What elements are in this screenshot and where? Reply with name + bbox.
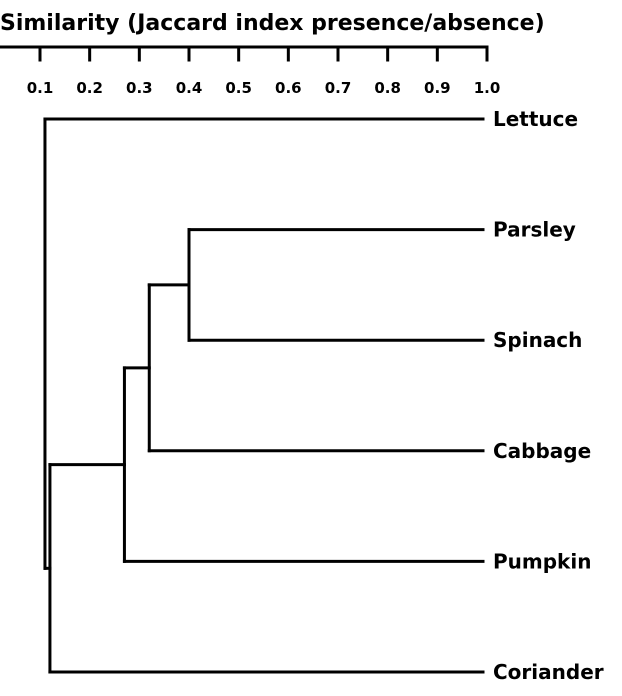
tick-label: 0.2 <box>76 79 103 97</box>
tick-label: 1.0 <box>474 79 501 97</box>
tick-label: 0.5 <box>225 79 252 97</box>
axis-title: Similarity (Jaccard index presence/absen… <box>0 11 545 36</box>
tick-label: 0.4 <box>176 79 203 97</box>
tick-label: 0.1 <box>27 79 54 97</box>
leaf-label-coriander: Coriander <box>493 660 604 684</box>
leaf-label-parsley: Parsley <box>493 218 576 242</box>
dendrogram-tree <box>43 117 485 674</box>
tick-label: 0.8 <box>374 79 401 97</box>
leaf-label-cabbage: Cabbage <box>493 439 591 463</box>
tick-label: 0.9 <box>424 79 451 97</box>
tick-label: 0.6 <box>275 79 302 97</box>
leaf-label-lettuce: Lettuce <box>493 107 578 131</box>
leaf-label-pumpkin: Pumpkin <box>493 549 591 573</box>
leaf-label-spinach: Spinach <box>493 328 582 352</box>
leaf-labels: Lettuce Parsley Spinach Cabbage Pumpkin Coria… <box>493 107 604 684</box>
similarity-axis: 0.1 0.2 0.3 0.4 0.5 0.6 0.7 0.8 0.9 1.0 <box>0 45 501 97</box>
tick-label: 0.7 <box>325 79 352 97</box>
tick-label: 0.3 <box>126 79 153 97</box>
